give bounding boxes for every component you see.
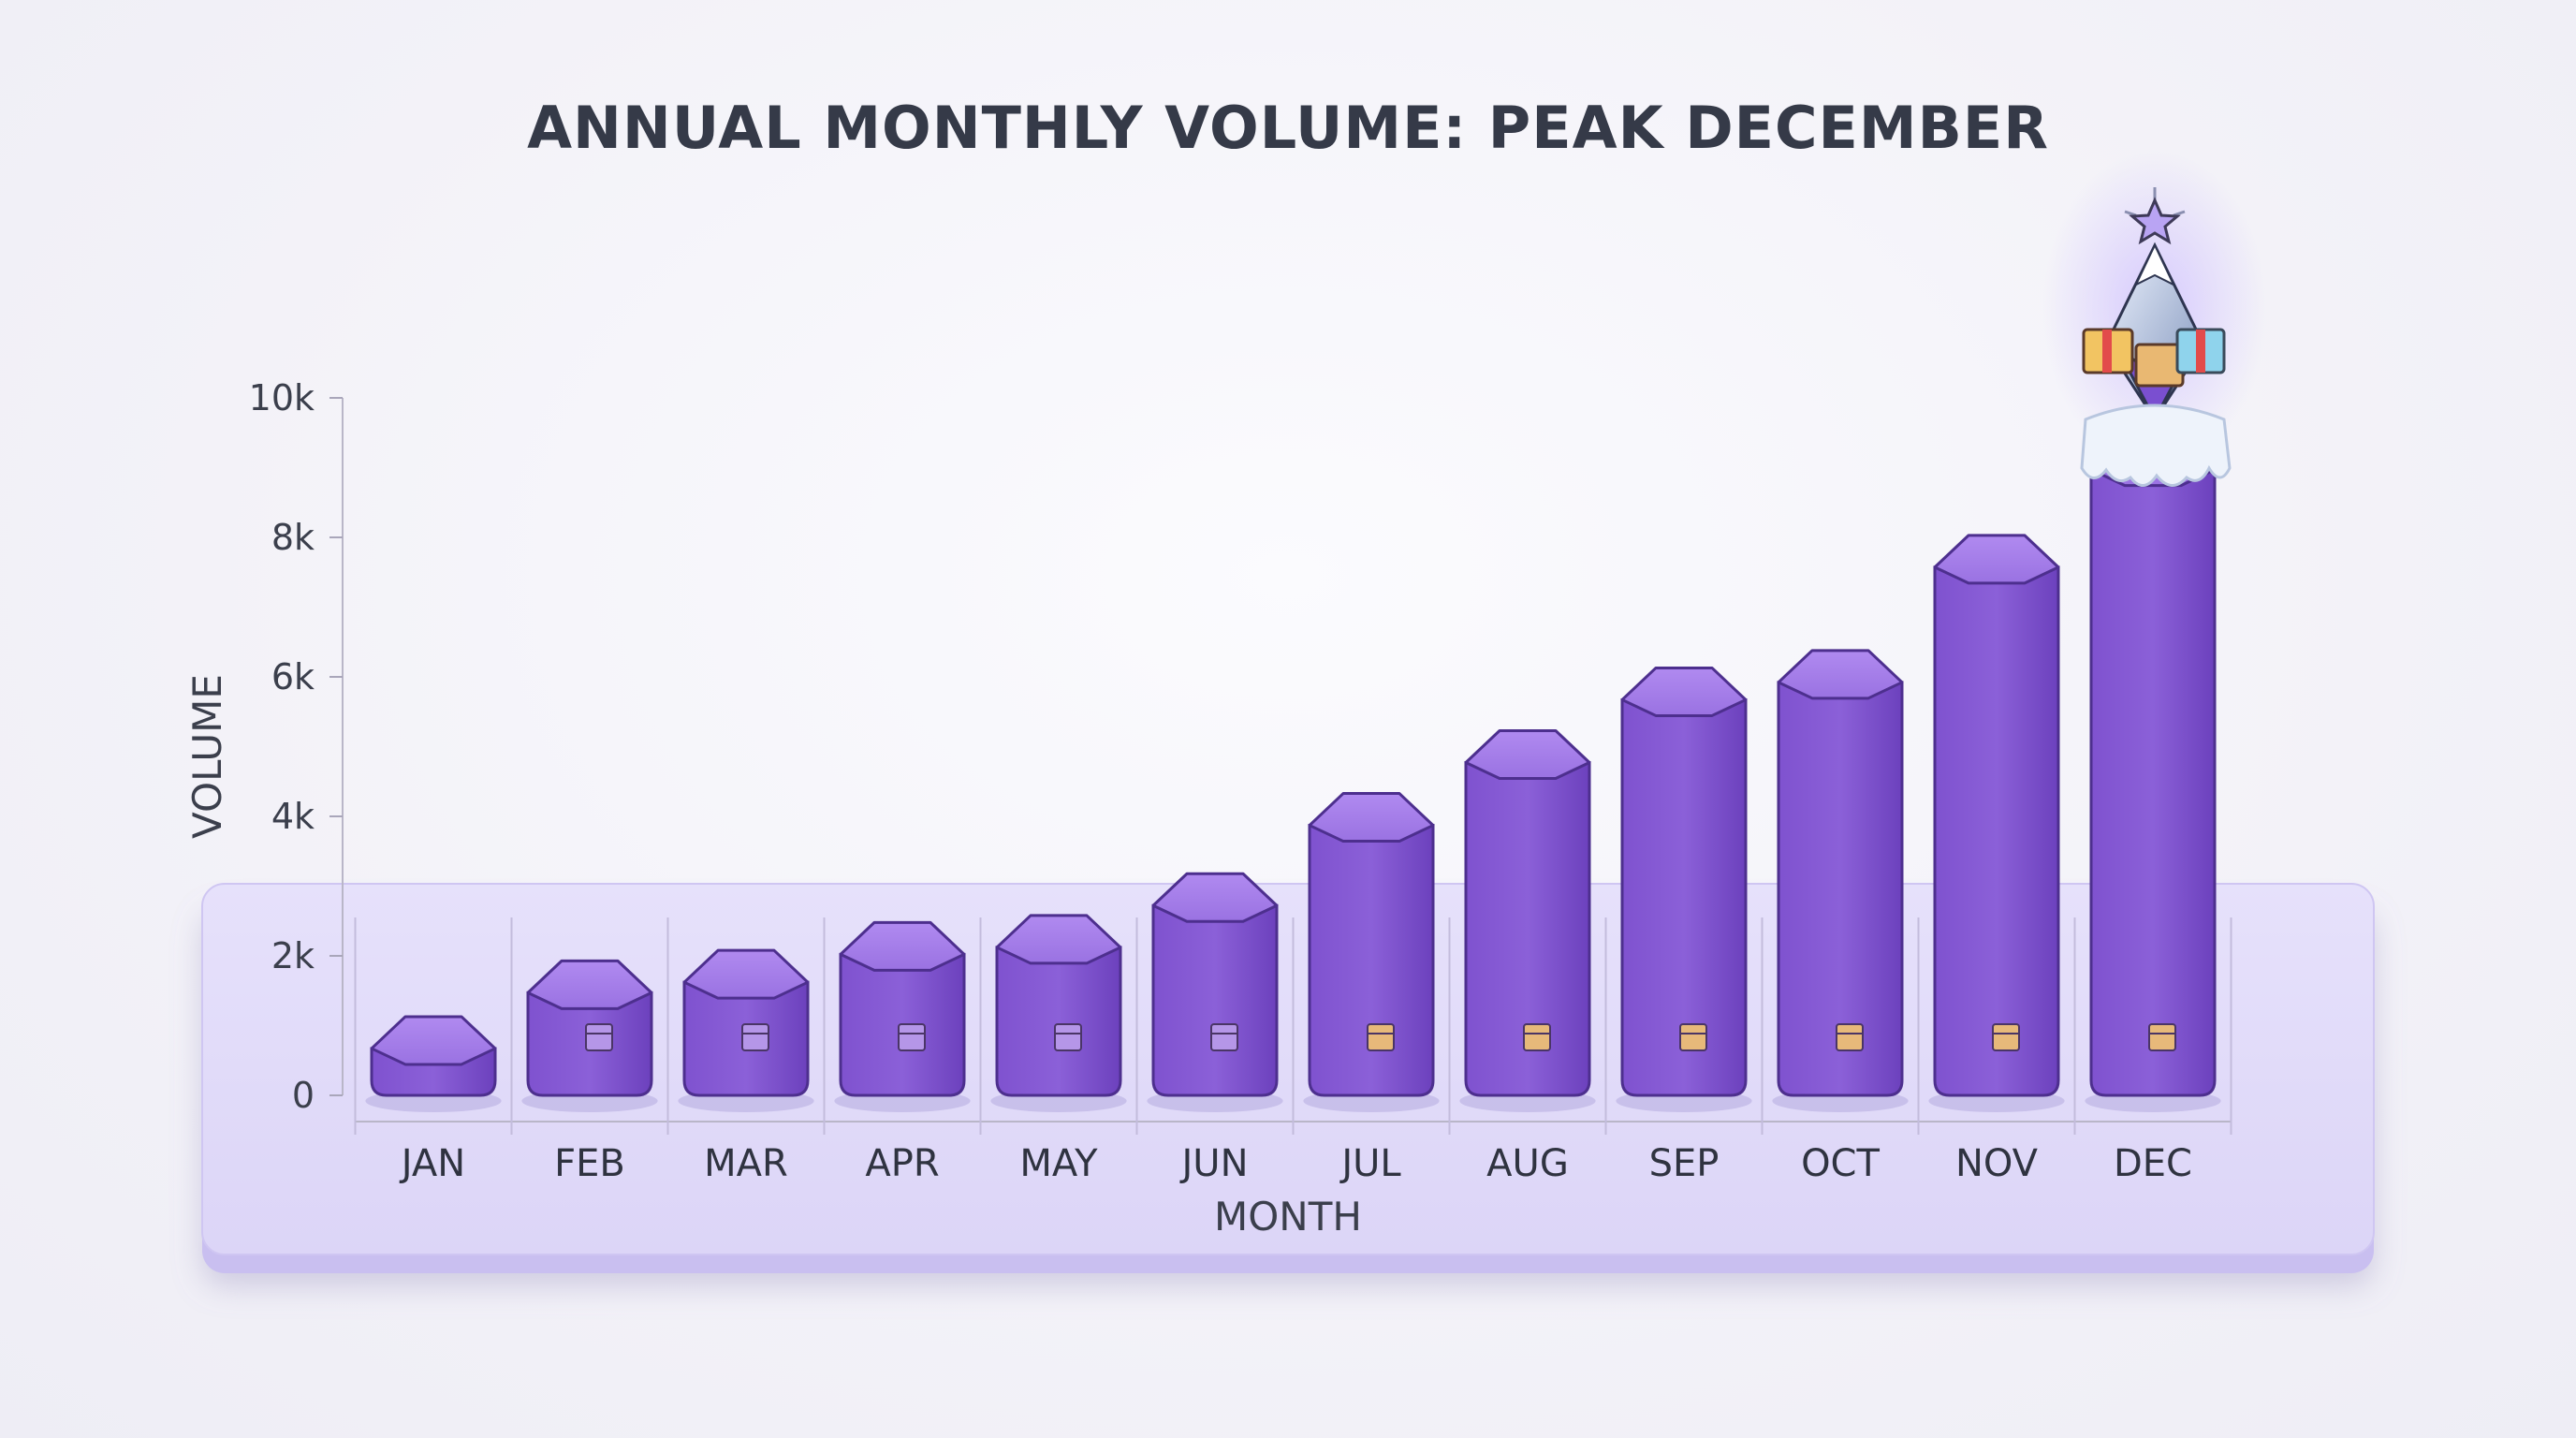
x-tick-labels: JAN FEB MAR APR MAY JUN JUL AUG SEP OCT NOV DEC <box>399 1142 2192 1185</box>
snow-cap-icon <box>2080 404 2232 487</box>
box-icon <box>1367 1023 1395 1051</box>
x-tick-label: SEP <box>1649 1142 1720 1185</box>
bar-mar <box>678 948 814 1112</box>
y-tick-label: 10k <box>249 377 315 418</box>
chart-title: ANNUAL MONTHLY VOLUME: PEAK DECEMBER <box>527 94 2049 162</box>
box-icon <box>585 1023 613 1051</box>
bar-body <box>1620 697 1748 1097</box>
y-tick-label: 0 <box>292 1075 315 1116</box>
bar-feb <box>521 959 658 1112</box>
x-tick-label: MAY <box>1019 1142 1098 1185</box>
bar-may <box>990 914 1127 1112</box>
bar-top <box>995 914 1122 965</box>
box-icon <box>898 1023 926 1051</box>
box-icon <box>1679 1023 1707 1051</box>
x-tick-label: OCT <box>1801 1142 1880 1185</box>
x-tick-label: AUG <box>1486 1142 1569 1185</box>
x-tick-label: NOV <box>1955 1142 2039 1185</box>
x-tick-label: JAN <box>399 1142 465 1185</box>
y-axis-title: VOLUME <box>184 674 230 839</box>
bar-top <box>682 948 810 1000</box>
box-icon <box>1836 1023 1864 1051</box>
bar-top <box>1464 729 1591 780</box>
box-icon <box>741 1023 769 1051</box>
bar-top <box>1933 534 2060 585</box>
y-ticks: 0 2k 4k 6k 8k 10k <box>249 377 343 1116</box>
peak-decoration <box>2042 150 2267 487</box>
bar-top <box>1308 792 1435 844</box>
box-icon <box>2148 1023 2176 1051</box>
bar-apr <box>834 920 971 1112</box>
x-axis-title: MONTH <box>1214 1194 1362 1240</box>
bar-body <box>1308 824 1435 1097</box>
bar-body <box>995 946 1122 1097</box>
bar-top <box>526 959 653 1010</box>
box-icon <box>1523 1023 1551 1051</box>
gift-box-icon <box>2082 328 2226 388</box>
bar-body <box>1933 565 2060 1097</box>
bar-jul <box>1303 792 1440 1112</box>
x-tick-label: JUL <box>1339 1142 1401 1185</box>
bar-top <box>370 1015 497 1066</box>
bar-aug <box>1459 729 1596 1112</box>
bar-top <box>1777 649 1904 700</box>
bar-body <box>1151 903 1279 1097</box>
bar-body <box>1464 761 1591 1097</box>
y-tick-label: 8k <box>271 517 315 558</box>
box-icon <box>1992 1023 2020 1051</box>
x-tick-label: FEB <box>554 1142 625 1185</box>
box-icon <box>1054 1023 1082 1051</box>
x-tick-label: APR <box>865 1142 939 1185</box>
box-icon <box>1210 1023 1238 1051</box>
star-icon <box>2124 187 2186 245</box>
bar-jan <box>365 1015 502 1112</box>
bars <box>365 436 2221 1112</box>
bar-top <box>1151 872 1279 923</box>
x-tick-label: MAR <box>704 1142 788 1185</box>
y-tick-label: 2k <box>271 935 315 976</box>
bar-top <box>839 920 966 972</box>
bar-sep <box>1616 666 1752 1112</box>
category-separators <box>354 917 2232 1135</box>
bar-jun <box>1147 872 1283 1112</box>
bar-dec <box>2085 436 2221 1112</box>
bar-top <box>1620 666 1748 717</box>
y-tick-label: 6k <box>271 656 315 697</box>
bar-nov <box>1928 534 2065 1112</box>
x-tick-label: DEC <box>2114 1142 2192 1185</box>
x-tick-label: JUN <box>1179 1142 1249 1185</box>
bar-oct <box>1772 649 1909 1112</box>
y-tick-label: 4k <box>271 796 315 837</box>
bar-body <box>1777 681 1904 1097</box>
bar-body <box>2089 468 2217 1097</box>
